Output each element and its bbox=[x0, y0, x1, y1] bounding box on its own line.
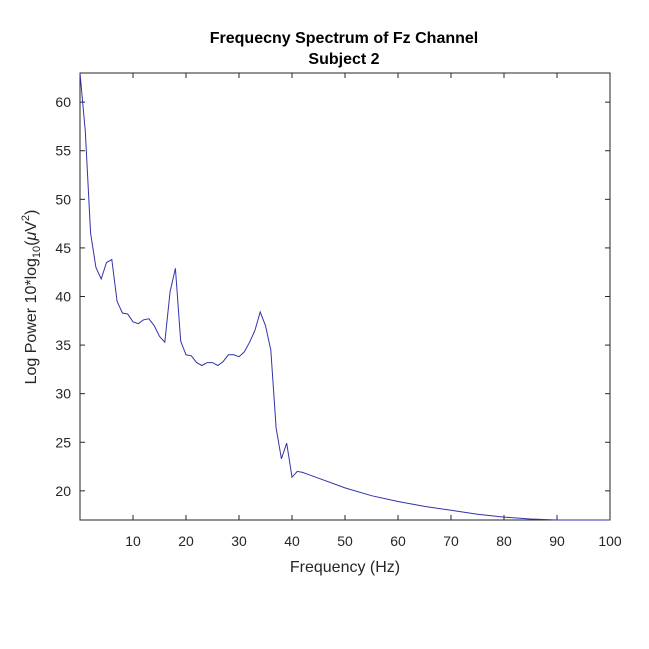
x-tick-label: 60 bbox=[390, 533, 406, 549]
chart-subtitle: Subject 2 bbox=[308, 51, 379, 68]
x-tick-label: 10 bbox=[125, 533, 141, 549]
x-tick-label: 30 bbox=[231, 533, 247, 549]
x-tick-label: 100 bbox=[598, 533, 622, 549]
y-axis-label-paren-open: ( bbox=[23, 240, 40, 246]
y-tick-label: 55 bbox=[55, 143, 71, 159]
y-tick-label: 20 bbox=[55, 483, 71, 499]
y-tick-label: 50 bbox=[55, 191, 71, 207]
y-axis-label-unit: V bbox=[23, 221, 40, 232]
y-tick-label: 35 bbox=[55, 337, 71, 353]
y-tick-label: 30 bbox=[55, 386, 71, 402]
x-axis-label: Frequency (Hz) bbox=[290, 559, 400, 576]
y-tick-label: 45 bbox=[55, 240, 71, 256]
x-tick-label: 80 bbox=[496, 533, 512, 549]
y-axis-ticks: 20 25 30 35 40 45 50 55 60 bbox=[55, 94, 610, 499]
y-axis-label-paren-close: ) bbox=[23, 210, 40, 215]
chart-title: Frequecny Spectrum of Fz Channel bbox=[210, 30, 478, 47]
x-tick-label: 40 bbox=[284, 533, 300, 549]
x-axis-ticks: 10 20 30 40 50 60 70 80 90 100 bbox=[125, 73, 622, 549]
y-axis-label-prefix: Log Power 10*log bbox=[23, 258, 40, 384]
x-tick-label: 20 bbox=[178, 533, 194, 549]
y-tick-label: 60 bbox=[55, 94, 71, 110]
y-axis-label-mu: μ bbox=[23, 232, 40, 242]
plot-area: 10 20 30 40 50 60 70 80 90 100 20 25 30 35 40 45 50 55 60 bbox=[55, 72, 622, 549]
x-tick-label: 70 bbox=[443, 533, 459, 549]
y-axis-label-subscript: 10 bbox=[31, 246, 43, 258]
y-axis-label: Log Power 10*log10(μV2) bbox=[20, 210, 43, 385]
y-tick-label: 25 bbox=[55, 434, 71, 450]
x-tick-label: 50 bbox=[337, 533, 353, 549]
power-spectrum-line bbox=[79, 72, 610, 521]
y-axis-label-superscript: 2 bbox=[20, 215, 32, 221]
y-tick-label: 40 bbox=[55, 289, 71, 305]
axes-box bbox=[79, 72, 611, 521]
x-tick-label: 90 bbox=[549, 533, 565, 549]
